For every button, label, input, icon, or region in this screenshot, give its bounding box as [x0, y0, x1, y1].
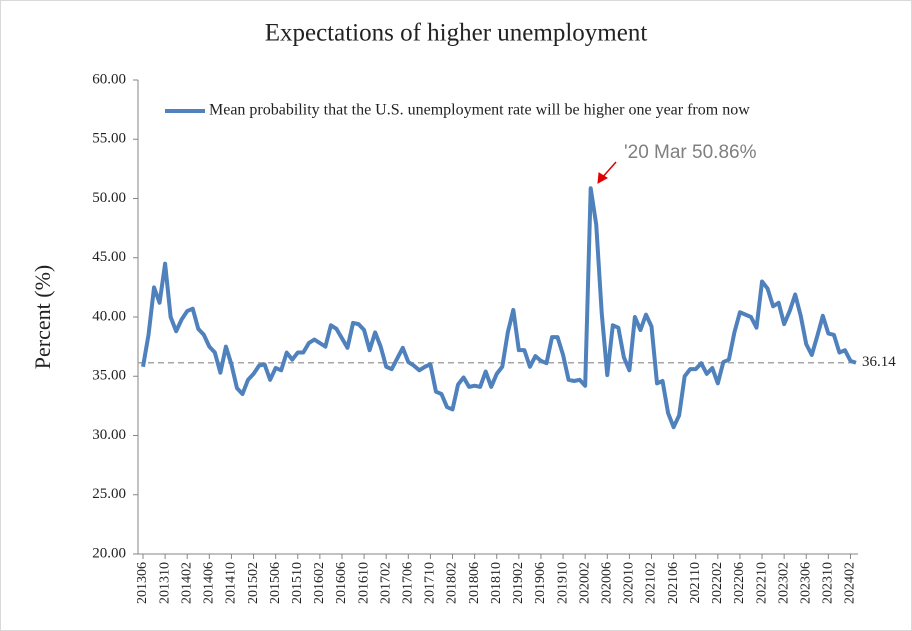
x-tick-label: 201710 [423, 562, 438, 604]
x-tick-label: 201910 [555, 562, 570, 604]
annotation-arrow [597, 161, 617, 184]
x-tick-label: 202002 [577, 562, 592, 604]
x-tick-label: 202202 [710, 562, 725, 604]
x-tick-label: 202106 [666, 562, 681, 604]
x-tick-label: 201310 [157, 562, 172, 604]
x-tick-label: 201410 [224, 562, 239, 604]
x-tick-label: 201810 [489, 562, 504, 604]
y-tick-label: 60.00 [92, 71, 126, 87]
x-tick-label: 202006 [599, 562, 614, 604]
y-tick-label: 35.00 [92, 368, 126, 384]
x-tick-label: 201906 [533, 562, 548, 604]
x-tick-label: 202302 [776, 562, 791, 604]
x-tick-label: 201606 [334, 562, 349, 604]
x-tick-label: 201806 [467, 562, 482, 604]
reference-label: 36.14 [862, 354, 896, 370]
y-tick-label: 20.00 [92, 545, 126, 561]
chart-title: Expectations of higher unemployment [265, 20, 648, 47]
x-tick-label: 202210 [754, 562, 769, 604]
x-tick-label: 202306 [798, 562, 813, 604]
y-tick-label: 45.00 [92, 249, 126, 265]
x-tick-label: 202110 [688, 562, 703, 603]
x-tick-label: 201902 [511, 562, 526, 604]
x-tick-label: 202102 [644, 562, 659, 604]
x-tick-label: 201510 [290, 562, 305, 604]
legend-label: Mean probability that the U.S. unemploym… [209, 102, 750, 119]
x-tick-label: 202310 [821, 562, 836, 604]
x-tick-label: 201506 [268, 562, 283, 604]
x-tick-label: 202010 [622, 562, 637, 604]
x-tick-label: 201502 [246, 562, 261, 604]
x-tick-label: 201706 [401, 562, 416, 604]
y-tick-label: 30.00 [92, 427, 126, 443]
x-tick-label: 201610 [356, 562, 371, 604]
series-line [141, 186, 857, 430]
annotation: '20 Mar 50.86% [624, 142, 757, 163]
y-tick-label: 40.00 [92, 308, 126, 324]
x-tick-label: 202402 [843, 562, 858, 604]
x-tick-label: 201802 [445, 562, 460, 604]
x-tick-label: 201402 [179, 562, 194, 604]
x-tick-label: 201602 [312, 562, 327, 604]
x-tick-label: 201702 [378, 562, 393, 604]
y-tick-label: 50.00 [92, 190, 126, 206]
x-tick-label: 201306 [135, 562, 150, 604]
y-tick-label: 25.00 [92, 486, 126, 502]
y-tick-label: 55.00 [92, 131, 126, 147]
x-tick-label: 202206 [732, 562, 747, 604]
y-axis-label: Percent (%) [30, 265, 55, 369]
x-tick-label: 201406 [202, 562, 217, 604]
